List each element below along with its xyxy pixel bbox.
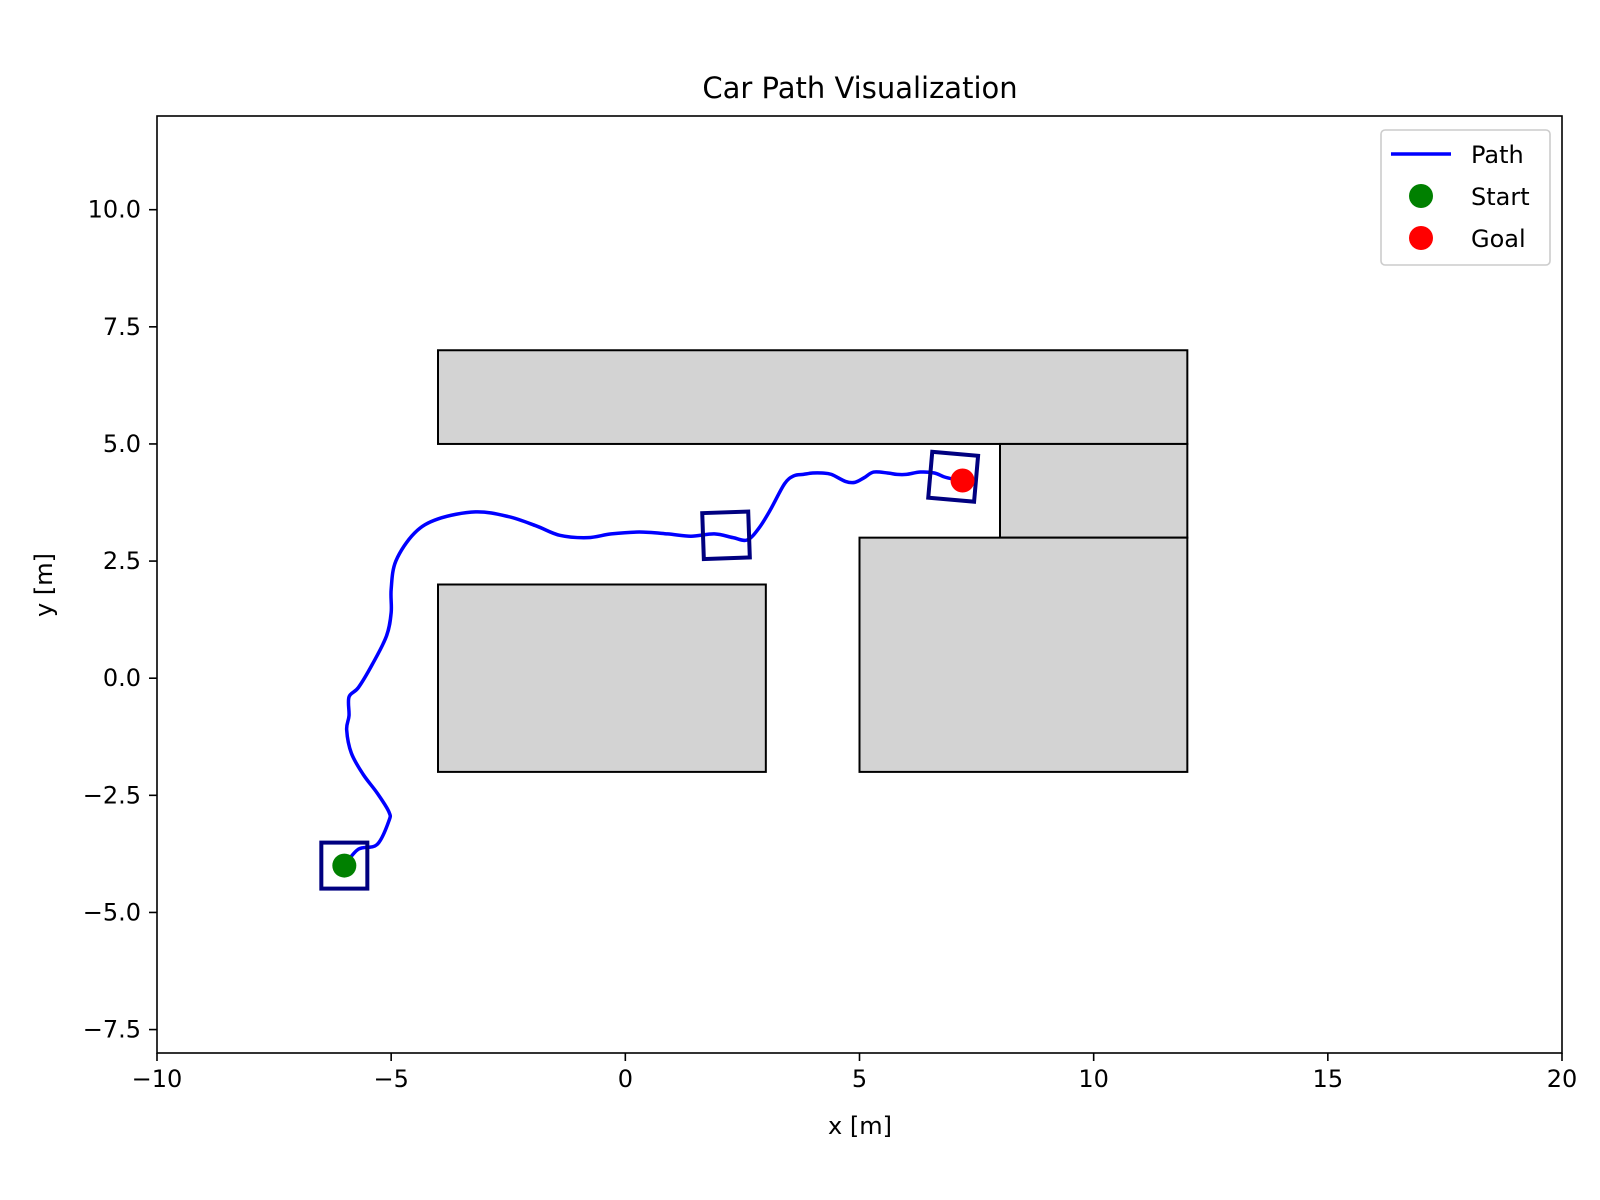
x-tick-label: −5: [373, 1065, 408, 1093]
legend-start-label: Start: [1471, 183, 1530, 211]
y-axis: −7.5 −5.0 −2.5 0.0 2.5 5.0 7.5 10.0: [83, 196, 157, 1044]
x-tick-label: 10: [1078, 1065, 1109, 1093]
car-pose-1: [319, 840, 370, 891]
car-pose-3: [926, 449, 981, 504]
goal-marker: [950, 468, 975, 493]
chart-title: Car Path Visualization: [702, 71, 1017, 105]
legend: Path Start Goal: [1380, 129, 1551, 266]
x-tick-label: 20: [1547, 1065, 1578, 1093]
legend-goal-label: Goal: [1471, 225, 1526, 253]
legend-path-label: Path: [1471, 141, 1524, 169]
obstacle-2: [999, 442, 1189, 539]
x-axis: −10 −5 0 5 10 15 20: [132, 1053, 1578, 1093]
obstacle-4: [437, 583, 767, 773]
y-tick-label: 2.5: [103, 547, 141, 575]
y-tick-label: 5.0: [103, 430, 141, 458]
x-tick-label: 15: [1313, 1065, 1344, 1093]
x-tick-label: −10: [132, 1065, 183, 1093]
y-tick-label: 7.5: [103, 313, 141, 341]
legend-goal-swatch: [1409, 226, 1433, 250]
y-axis-label: y [m]: [30, 553, 58, 617]
x-axis-label: x [m]: [828, 1112, 892, 1140]
start-marker: [332, 853, 357, 878]
legend-start-swatch: [1409, 184, 1433, 208]
y-tick-label: 0.0: [103, 664, 141, 692]
x-tick-label: 0: [618, 1065, 633, 1093]
path-line-1: [342, 470, 965, 868]
car-pose-2: [700, 509, 752, 562]
obstacle-1: [437, 349, 1189, 445]
y-tick-label: −2.5: [83, 781, 141, 809]
y-tick-label: −7.5: [83, 1016, 141, 1044]
plot-area: [319, 349, 1189, 891]
y-tick-label: 10.0: [88, 196, 141, 224]
y-tick-label: −5.0: [83, 898, 141, 926]
x-tick-label: 5: [852, 1065, 867, 1093]
obstacle-3: [858, 536, 1189, 773]
